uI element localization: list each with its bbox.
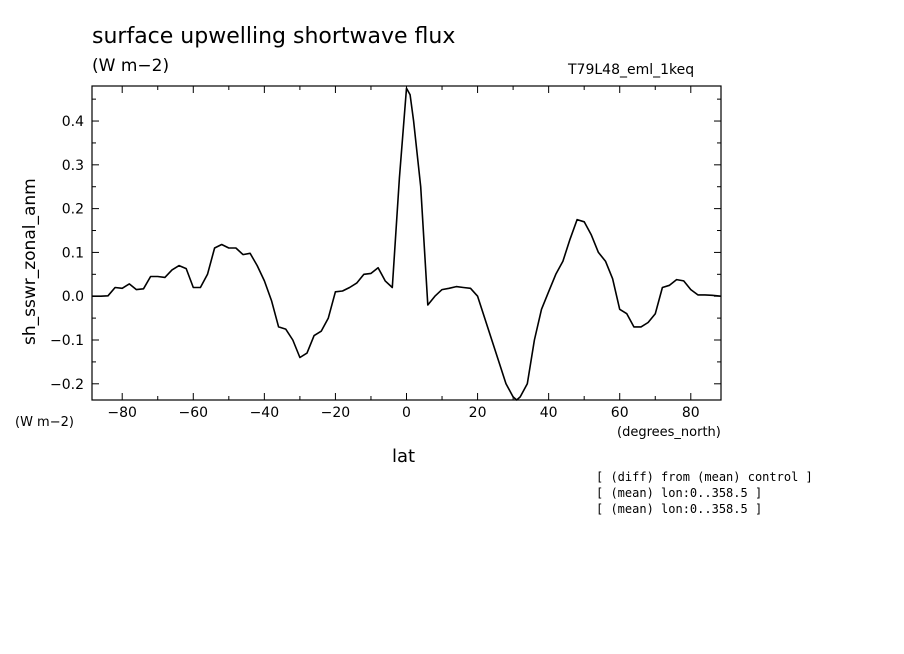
y-tick-label: 0.4 [62,114,84,130]
axis-ticks [92,86,721,400]
x-tick-label: 80 [682,405,700,421]
x-axis-label: lat [392,446,416,467]
x-tick-label: −60 [179,405,209,421]
y-tick-label: 0.1 [62,245,84,261]
x-tick-label: −80 [107,405,137,421]
series-line [92,87,722,401]
x-tick-label: −20 [321,405,351,421]
x-tick-label: −40 [250,405,280,421]
y-tick-label: −0.2 [50,377,84,393]
x-units-label: (degrees_north) [617,425,721,440]
dataset-label: T79L48_eml_1keq [568,62,695,78]
plot-frame [91,85,722,401]
y-tick-label: 0.2 [62,202,84,218]
chart-units: (W m−2) [92,56,170,76]
axis-tick-labels: −80 −60 −40 −20 0 20 40 60 80 −0.2 −0.1 0.0 0.1 0.2 0.… [50,114,700,421]
note-line-3: [ (mean) lon:0..358.5 ] [596,502,763,516]
x-tick-label: 0 [402,405,411,421]
y-units-label: (W m−2) [15,415,74,430]
x-tick-label: 20 [469,405,487,421]
y-tick-label: −0.1 [50,333,84,349]
note-line-2: [ (mean) lon:0..358.5 ] [596,486,763,500]
y-tick-label: 0.3 [62,158,84,174]
chart-title: surface upwelling shortwave flux [92,24,456,49]
note-line-1: [ (diff) from (mean) control ] [596,470,813,484]
x-tick-label: 40 [540,405,558,421]
x-tick-label: 60 [611,405,629,421]
y-tick-label: 0.0 [62,289,84,305]
